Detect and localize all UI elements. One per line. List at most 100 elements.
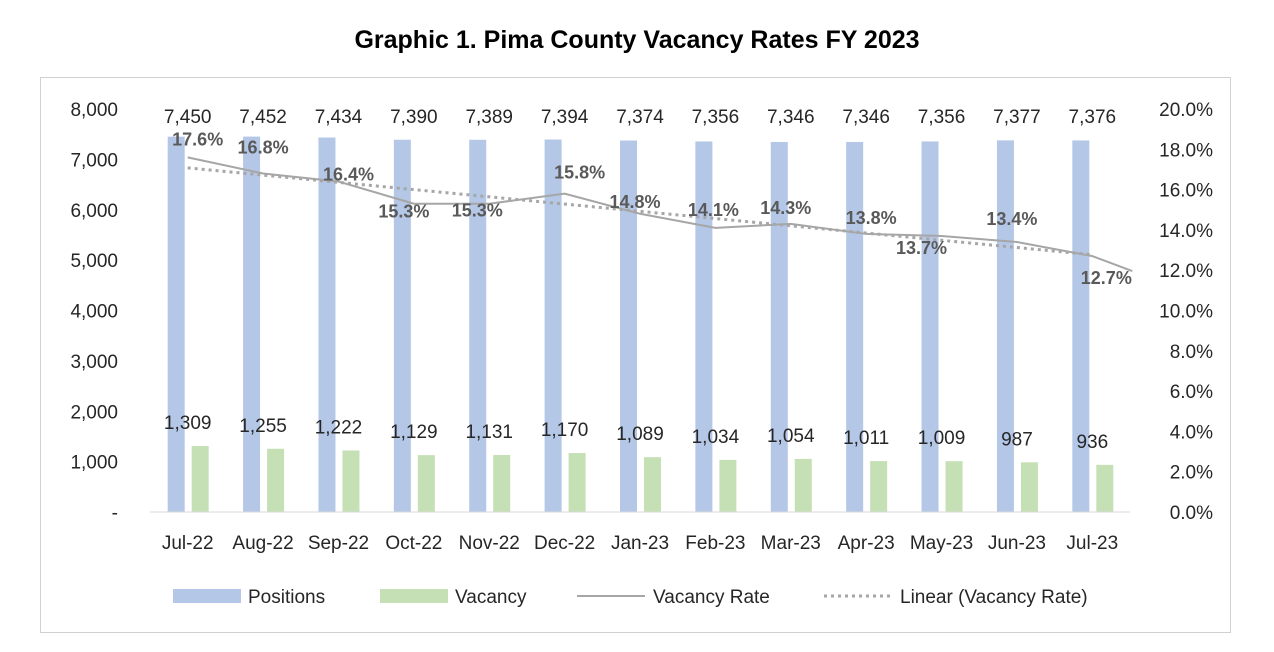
vacancy-bar: [1096, 464, 1114, 512]
vacancy-label: 936: [1076, 432, 1108, 453]
category-label: Oct-22: [385, 533, 442, 554]
left-axis-tick: -: [112, 503, 118, 524]
positions-label: 7,389: [465, 107, 513, 128]
left-axis-tick: 3,000: [70, 352, 118, 373]
positions-bar: [695, 141, 713, 512]
vacancy-bar: [568, 453, 586, 512]
positions-label: 7,374: [616, 107, 664, 128]
rate-label: 15.8%: [554, 163, 605, 183]
category-label: May-23: [910, 533, 973, 554]
left-axis-tick: 1,000: [70, 453, 118, 474]
rate-label: 13.7%: [896, 238, 947, 258]
x-axis-categories: Jul-22 Aug-22 Sep-22 Oct-22 Nov-22 Dec-22 Jan-…: [162, 533, 1118, 554]
right-axis: 0.0% 2.0% 4.0% 6.0% 8.0% 10.0% 12.0% 14.0% 16.0%…: [1159, 100, 1213, 524]
vacancy-label: 1,170: [541, 420, 589, 441]
vacancy-bar: [342, 450, 360, 512]
vacancy-bar: [417, 455, 435, 512]
vacancy-label: 1,222: [315, 417, 363, 438]
vacancy-label: 1,054: [767, 426, 815, 447]
right-axis-tick: 12.0%: [1159, 261, 1213, 282]
vacancy-label: 1,255: [239, 416, 287, 437]
positions-label: 7,346: [767, 107, 815, 128]
legend-positions-label: Positions: [248, 587, 325, 608]
positions-bar: [770, 141, 788, 512]
positions-bar: [243, 136, 261, 512]
positions-label: 7,390: [390, 107, 438, 128]
legend-vacancy-swatch: [380, 589, 448, 603]
rate-line-group: [187, 156, 1133, 273]
category-label: Jul-22: [162, 533, 214, 554]
vacancy-label: 1,129: [390, 422, 438, 443]
rate-label: 13.8%: [846, 208, 897, 228]
legend-vacancy-label: Vacancy: [455, 587, 527, 608]
vacancy-bar: [870, 461, 888, 512]
positions-label: 7,394: [541, 107, 589, 128]
legend: Positions Vacancy Vacancy Rate Linear (Vaca…: [173, 587, 1088, 608]
vacancy-bar: [644, 457, 661, 512]
category-label: Apr-23: [838, 533, 895, 554]
category-label: Sep-22: [308, 533, 369, 554]
vacancy-label: 1,034: [692, 427, 740, 448]
right-axis-tick: 8.0%: [1170, 342, 1213, 363]
positions-label: 7,346: [842, 107, 890, 128]
right-axis-tick: 2.0%: [1170, 463, 1213, 484]
data-labels: 7,450 1,309 7,452 1,255 7,434 1,222 7,390 1,129…: [164, 107, 1132, 453]
right-axis-tick: 18.0%: [1159, 140, 1213, 161]
category-label: Jan-23: [611, 533, 669, 554]
vacancy-bar: [1020, 462, 1038, 512]
left-axis-tick: 6,000: [70, 201, 118, 222]
positions-bar: [921, 141, 939, 512]
positions-label: 7,434: [315, 107, 363, 128]
category-label: Jul-23: [1066, 533, 1118, 554]
vacancy-label: 1,089: [616, 424, 664, 445]
right-axis-tick: 20.0%: [1159, 100, 1213, 121]
vacancy-label: 1,011: [843, 428, 889, 449]
positions-bar: [620, 140, 637, 513]
positions-bar: [167, 136, 185, 513]
rate-label: 17.6%: [172, 129, 223, 149]
positions-bar: [1072, 140, 1090, 512]
right-axis-tick: 0.0%: [1170, 503, 1213, 524]
trendline-group: [187, 166, 1093, 257]
category-label: Mar-23: [761, 533, 821, 554]
rate-label: 16.8%: [238, 137, 289, 157]
positions-bar: [393, 139, 411, 512]
vacancy-label: 1,131: [465, 422, 513, 443]
right-axis-tick: 10.0%: [1159, 302, 1213, 323]
category-label: Jun-23: [988, 533, 1046, 554]
category-label: Aug-22: [232, 533, 293, 554]
left-axis-tick: 5,000: [70, 251, 118, 272]
legend-positions-swatch: [173, 589, 241, 603]
vacancy-bar: [493, 455, 511, 512]
rate-label: 16.4%: [323, 165, 374, 185]
positions-label: 7,356: [692, 107, 740, 128]
vacancy-label: 987: [1001, 429, 1033, 450]
legend-trend-label: Linear (Vacancy Rate): [900, 587, 1088, 608]
rate-label: 14.8%: [609, 192, 660, 212]
positions-bar: [318, 137, 336, 512]
right-axis-tick: 6.0%: [1170, 382, 1213, 403]
rate-label: 14.3%: [760, 198, 811, 218]
legend-rate-label: Vacancy Rate: [653, 587, 770, 608]
bar-group: [167, 136, 1114, 513]
category-label: Feb-23: [685, 533, 745, 554]
vacancy-bar: [191, 446, 209, 512]
vacancy-bar: [945, 461, 963, 512]
chart-title: Graphic 1. Pima County Vacancy Rates FY …: [354, 26, 920, 54]
left-axis: - 1,000 2,000 3,000 4,000 5,000 6,000 7,000 8,00…: [70, 100, 118, 524]
vacancy-bar: [719, 459, 737, 512]
vacancy-bar: [267, 448, 285, 512]
positions-label: 7,377: [993, 107, 1041, 128]
left-axis-tick: 8,000: [70, 100, 118, 121]
rate-label: 14.1%: [688, 200, 739, 220]
right-axis-tick: 16.0%: [1159, 181, 1213, 202]
rate-label: 15.3%: [452, 201, 503, 221]
positions-label: 7,450: [164, 107, 212, 128]
left-axis-tick: 7,000: [70, 150, 118, 171]
vacancy-label: 1,309: [164, 413, 212, 434]
left-axis-tick: 4,000: [70, 302, 118, 323]
right-axis-tick: 14.0%: [1159, 221, 1213, 242]
positions-label: 7,356: [918, 107, 966, 128]
vacancy-bar: [794, 458, 812, 512]
positions-label: 7,452: [239, 107, 287, 128]
